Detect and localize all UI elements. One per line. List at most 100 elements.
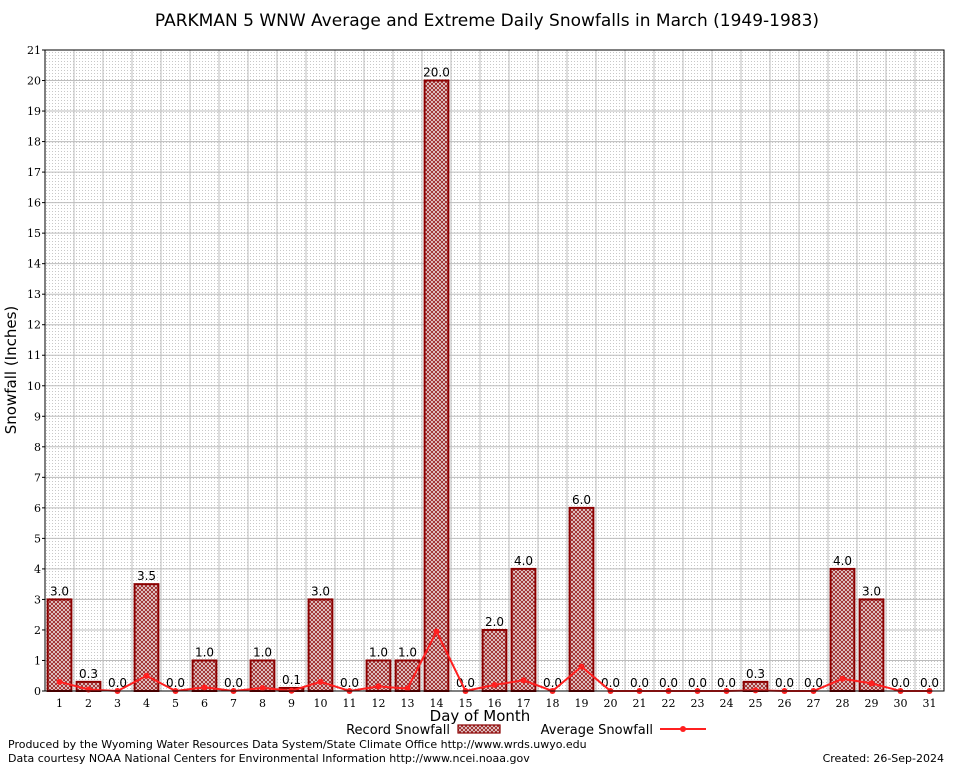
y-tick-label: 14 xyxy=(27,258,41,271)
bar-value-label: 1.0 xyxy=(195,645,214,659)
record-bar xyxy=(568,506,595,692)
x-tick-label: 21 xyxy=(633,697,647,710)
x-tick-label: 18 xyxy=(546,697,560,710)
legend-label-record: Record Snowfall xyxy=(346,723,450,738)
y-tick-label: 17 xyxy=(27,166,41,179)
y-tick-label: 11 xyxy=(27,349,41,362)
bar-value-label: 6.0 xyxy=(572,493,591,507)
y-tick-label: 9 xyxy=(34,410,41,423)
average-snowfall-point xyxy=(578,663,585,670)
bar-value-label: 0.0 xyxy=(166,676,185,690)
bar-value-label: 0.0 xyxy=(891,676,910,690)
y-tick-label: 16 xyxy=(27,197,41,210)
bar-value-label: 1.0 xyxy=(253,645,272,659)
average-snowfall-point xyxy=(868,680,875,687)
average-snowfall-point xyxy=(752,687,759,694)
record-bar xyxy=(510,567,537,693)
average-snowfall-point xyxy=(404,685,411,692)
x-tick-label: 3 xyxy=(114,697,121,710)
y-tick-label: 13 xyxy=(27,288,41,301)
record-bar xyxy=(307,598,334,693)
bar-value-label: 4.0 xyxy=(514,554,533,568)
x-axis-label: Day of Month xyxy=(430,707,531,725)
x-tick-label: 20 xyxy=(604,697,618,710)
plot-frame xyxy=(44,49,945,692)
x-tick-label: 26 xyxy=(778,697,792,710)
x-tick-label: 28 xyxy=(836,697,850,710)
legend-swatch-average-marker xyxy=(680,726,686,732)
y-tick-label: 21 xyxy=(27,44,41,57)
bar-value-label: 3.0 xyxy=(862,584,881,598)
x-tick-label: 15 xyxy=(459,697,473,710)
x-tick-label: 31 xyxy=(923,697,937,710)
record-bar xyxy=(46,598,73,693)
bar-value-label: 0.0 xyxy=(340,676,359,690)
x-tick-label: 12 xyxy=(372,697,386,710)
y-tick-label: 18 xyxy=(27,136,41,149)
x-tick-label: 27 xyxy=(807,697,821,710)
bars-group xyxy=(46,79,885,693)
y-tick-label: 3 xyxy=(34,593,41,606)
average-snowfall-point xyxy=(375,683,382,690)
x-tick-label: 13 xyxy=(401,697,415,710)
bar-value-label: 0.3 xyxy=(79,667,98,681)
plot-area xyxy=(45,50,944,691)
x-tick-label: 25 xyxy=(749,697,763,710)
bar-value-label: 0.0 xyxy=(775,676,794,690)
average-snowfall-point xyxy=(317,678,324,685)
x-tick-label: 30 xyxy=(894,697,908,710)
x-tick-label: 19 xyxy=(575,697,589,710)
chart-title: PARKMAN 5 WNW Average and Extreme Daily … xyxy=(155,11,819,31)
x-tick-label: 17 xyxy=(517,697,531,710)
footer-created-date: Created: 26-Sep-2024 xyxy=(823,752,944,765)
y-tick-label: 15 xyxy=(27,227,41,240)
legend-label-average: Average Snowfall xyxy=(541,723,653,738)
record-bar xyxy=(858,598,885,693)
x-tick-label: 4 xyxy=(143,697,150,710)
record-bar xyxy=(829,567,856,693)
y-tick-label: 5 xyxy=(34,532,41,545)
bar-value-label: 3.0 xyxy=(50,584,69,598)
y-tick-label: 19 xyxy=(27,105,41,118)
bar-value-label: 1.0 xyxy=(369,645,388,659)
bar-value-label: 2.0 xyxy=(485,615,504,629)
x-tick-label: 8 xyxy=(259,697,266,710)
x-tick-label: 2 xyxy=(85,697,92,710)
x-tick-label: 29 xyxy=(865,697,879,710)
x-tick-label: 22 xyxy=(662,697,676,710)
legend: Record Snowfall Average Snowfall xyxy=(346,723,706,738)
bar-value-label: 0.0 xyxy=(601,676,620,690)
x-tick-label: 5 xyxy=(172,697,179,710)
y-tick-label: 10 xyxy=(27,380,41,393)
average-snowfall-point xyxy=(520,677,527,684)
bar-value-label: 1.0 xyxy=(398,645,417,659)
bar-value-label: 4.0 xyxy=(833,554,852,568)
bar-value-label: 0.0 xyxy=(688,676,707,690)
footer-data-courtesy: Data courtesy NOAA National Centers for … xyxy=(8,752,530,765)
footer-produced-by: Produced by the Wyoming Water Resources … xyxy=(8,738,587,751)
x-tick-label: 23 xyxy=(691,697,705,710)
x-tick-label: 1 xyxy=(56,697,63,710)
x-tick-labels: 1 2 3 4 5 6 7 8 9 10 11 12 13 14 15 16 17 18 19 20 21 22 23 24 2… xyxy=(56,697,937,710)
bar-value-label: 0.0 xyxy=(717,676,736,690)
bar-value-label: 3.5 xyxy=(137,569,156,583)
average-snowfall-point xyxy=(259,684,266,691)
x-tick-label: 24 xyxy=(720,697,734,710)
y-tick-label: 8 xyxy=(34,441,41,454)
bar-value-label: 3.0 xyxy=(311,584,330,598)
average-snowfall-point xyxy=(56,678,63,685)
x-tick-label: 14 xyxy=(430,697,444,710)
average-snowfall-point xyxy=(839,675,846,682)
bar-value-label: 0.3 xyxy=(746,667,765,681)
y-tick-label: 2 xyxy=(34,624,41,637)
x-tick-label: 11 xyxy=(343,697,357,710)
bar-value-label: 0.0 xyxy=(630,676,649,690)
average-snowfall-point xyxy=(491,681,498,688)
bar-value-label: 0.0 xyxy=(804,676,823,690)
x-tick-label: 16 xyxy=(488,697,502,710)
record-bar xyxy=(423,79,450,693)
average-snowfall-point xyxy=(433,628,440,635)
bar-value-label: 20.0 xyxy=(423,66,450,80)
